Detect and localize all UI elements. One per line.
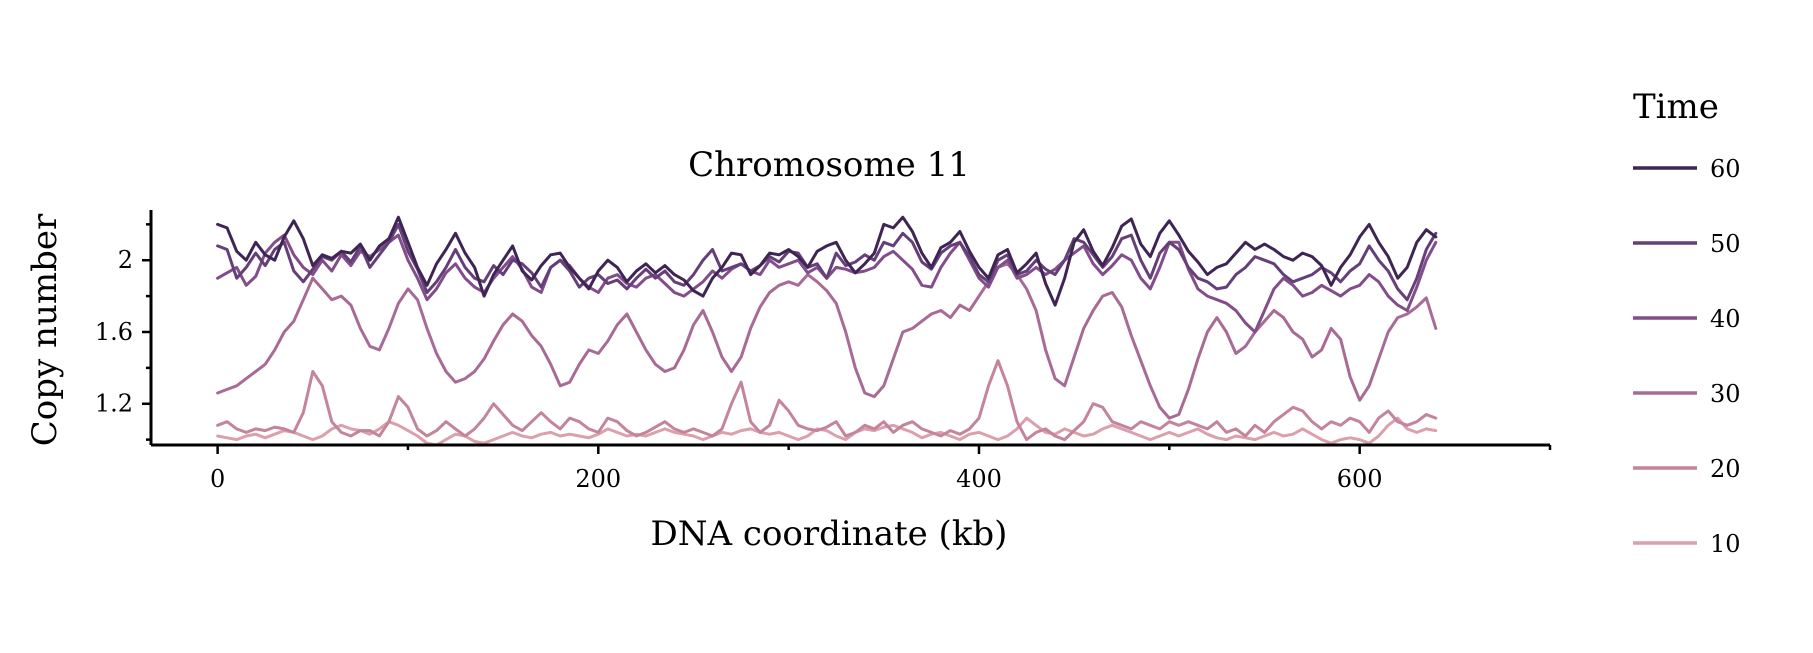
y-tick-label: 1.6 xyxy=(95,318,133,346)
legend: Time 60 50 40 30 20 10 xyxy=(1633,87,1741,558)
x-tick-label: 600 xyxy=(1337,465,1383,493)
series-line-10 xyxy=(216,416,1438,447)
x-tick-label: 200 xyxy=(575,465,621,493)
y-ticks-group: 1.2 1.6 2 xyxy=(95,223,151,441)
y-tick-label: 1.2 xyxy=(95,390,133,418)
legend-label-60: 60 xyxy=(1710,155,1741,183)
series-line-30 xyxy=(216,262,1438,420)
y-axis-label: Copy number xyxy=(25,213,65,446)
legend-label-50: 50 xyxy=(1710,230,1741,258)
series-line-20 xyxy=(216,359,1438,442)
x-tick-label: 0 xyxy=(210,465,225,493)
legend-items: 60 50 40 30 20 10 xyxy=(1633,155,1741,558)
series-line-50 xyxy=(216,222,1438,302)
legend-label-30: 30 xyxy=(1710,380,1741,408)
y-tick-label: 2 xyxy=(118,246,133,274)
legend-label-40: 40 xyxy=(1710,305,1741,333)
legend-label-20: 20 xyxy=(1710,455,1741,483)
x-ticks-group: 0 200 400 600 xyxy=(210,445,1552,493)
x-tick-label: 400 xyxy=(956,465,1002,493)
x-axis-label: DNA coordinate (kb) xyxy=(651,514,1008,554)
series-line-60 xyxy=(216,215,1438,307)
legend-title: Time xyxy=(1633,87,1719,127)
legend-label-10: 10 xyxy=(1710,530,1741,558)
axes-group xyxy=(149,210,1550,447)
plot-series-group xyxy=(216,215,1438,447)
chart-title: Chromosome 11 xyxy=(688,145,970,185)
